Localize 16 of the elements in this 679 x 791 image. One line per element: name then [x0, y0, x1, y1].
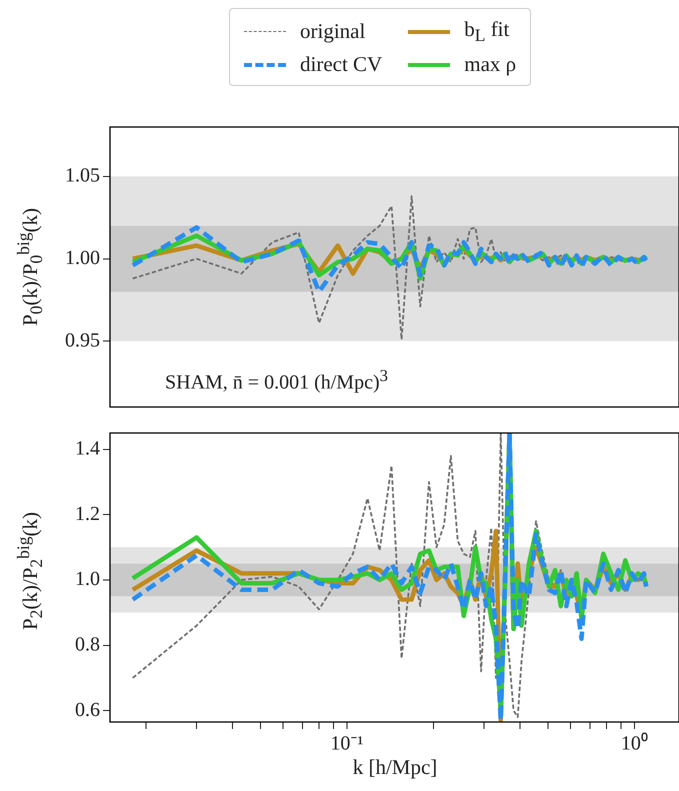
legend-label: max ρ [464, 52, 516, 78]
y-tick-label: 1.05 [65, 164, 100, 187]
x-axis-title: k [h/Mpc] [352, 755, 438, 780]
legend-label: original [300, 19, 366, 44]
y-tick-label: 0.6 [75, 698, 100, 721]
y-tick-label: 1.2 [75, 502, 100, 525]
y-tick-label: 1.4 [75, 438, 100, 460]
y-tick-label: 0.8 [75, 634, 100, 656]
x-tick-label: 10⁰ [620, 731, 648, 754]
y-tick-label: 0.95 [65, 329, 100, 352]
legend-label: direct CV [300, 52, 382, 78]
y-tick-label: 1.00 [65, 247, 100, 270]
y-tick-label: 1.0 [75, 568, 100, 590]
annotation: SHAM, n̄ = 0.001 (h/Mpc)$^{3}$ [165, 366, 388, 395]
legend-label: b$_{L}$ fit [464, 17, 510, 46]
x-tick-label: 10⁻¹ [330, 732, 364, 754]
